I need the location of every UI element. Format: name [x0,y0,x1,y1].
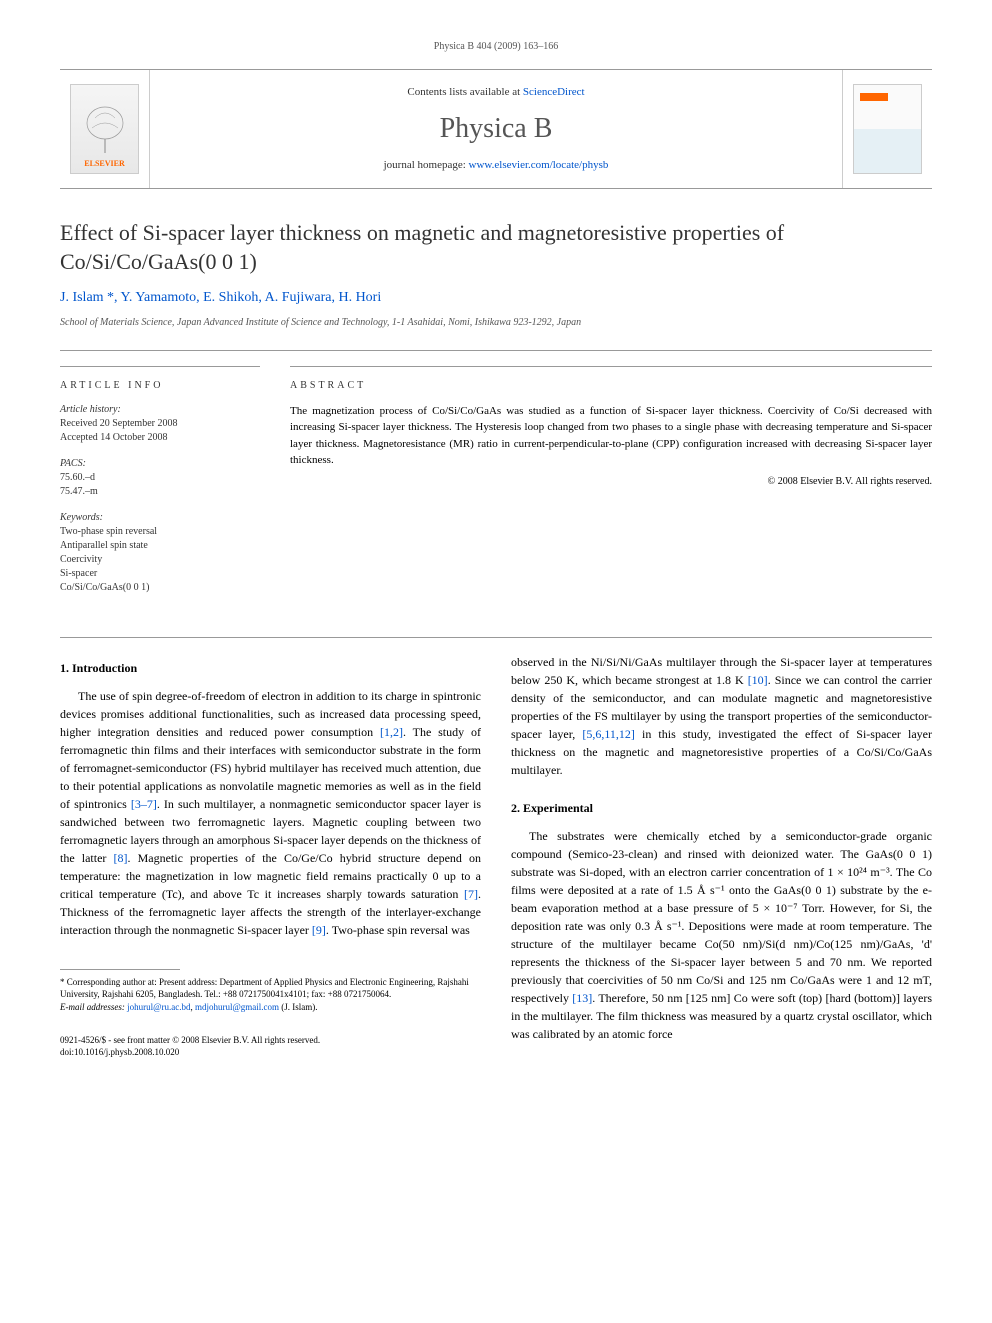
journal-name: Physica B [440,109,553,148]
email-footnote: E-mail addresses: johurul@ru.ac.bd, mdjo… [60,1001,481,1014]
keyword: Antiparallel spin state [60,539,260,553]
issn-line: 0921-4526/$ - see front matter © 2008 El… [60,1034,481,1047]
body-text: . Two-phase spin reversal was [326,923,470,937]
abstract-heading: ABSTRACT [290,379,932,393]
homepage-prefix: journal homepage: [384,159,469,171]
banner-center: Contents lists available at ScienceDirec… [150,70,842,188]
reference-link[interactable]: [7] [464,887,478,901]
author-list: J. Islam *, Y. Yamamoto, E. Shikoh, A. F… [60,288,932,308]
accepted-date: Accepted 14 October 2008 [60,431,260,445]
intro-paragraph: The use of spin degree-of-freedom of ele… [60,687,481,939]
keyword: Si-spacer [60,567,260,581]
keyword: Co/Si/Co/GaAs(0 0 1) [60,581,260,595]
email-link[interactable]: mdjohurul@gmail.com [195,1002,279,1012]
divider [60,637,932,638]
reference-link[interactable]: [8] [114,851,128,865]
contents-line: Contents lists available at ScienceDirec… [407,85,584,100]
email-link[interactable]: johurul@ru.ac.bd [127,1002,190,1012]
journal-cover-box [842,70,932,188]
footnote-separator [60,969,180,970]
sciencedirect-link[interactable]: ScienceDirect [523,86,585,98]
divider [60,350,932,351]
homepage-line: journal homepage: www.elsevier.com/locat… [384,158,609,173]
received-date: Received 20 September 2008 [60,417,260,431]
keywords-label: Keywords: [60,511,260,525]
email-author-name: (J. Islam). [279,1002,318,1012]
article-title: Effect of Si-spacer layer thickness on m… [60,219,932,276]
affiliation: School of Materials Science, Japan Advan… [60,316,932,330]
article-info-column: ARTICLE INFO Article history: Received 2… [60,366,260,607]
corresponding-author-footnote: * Corresponding author at: Present addre… [60,976,481,1001]
article-history-block: Article history: Received 20 September 2… [60,403,260,445]
elsevier-label: ELSEVIER [84,158,124,169]
reference-link[interactable]: [10] [748,673,768,687]
elsevier-tree-icon [80,103,130,158]
email-label: E-mail addresses: [60,1002,127,1012]
intro-paragraph-continued: observed in the Ni/Si/Ni/GaAs multilayer… [511,653,932,779]
experimental-paragraph: The substrates were chemically etched by… [511,827,932,1043]
contents-prefix: Contents lists available at [407,86,522,98]
section-heading-experimental: 2. Experimental [511,799,932,817]
info-abstract-row: ARTICLE INFO Article history: Received 2… [60,366,932,607]
pacs-code: 75.60.–d [60,471,260,485]
reference-link[interactable]: [3–7] [131,797,157,811]
reference-link[interactable]: [13] [572,991,592,1005]
abstract-text: The magnetization process of Co/Si/Co/Ga… [290,403,932,469]
reference-link[interactable]: [1,2] [380,725,403,739]
abstract-column: ABSTRACT The magnetization process of Co… [290,366,932,607]
pacs-block: PACS: 75.60.–d 75.47.–m [60,457,260,499]
keywords-block: Keywords: Two-phase spin reversal Antipa… [60,511,260,595]
journal-cover-thumbnail [853,84,922,174]
elsevier-logo-box: ELSEVIER [60,70,150,188]
pacs-label: PACS: [60,457,260,471]
history-label: Article history: [60,403,260,417]
article-info-heading: ARTICLE INFO [60,379,260,393]
running-head: Physica B 404 (2009) 163–166 [60,40,932,54]
elsevier-logo: ELSEVIER [70,84,139,174]
reference-link[interactable]: [9] [312,923,326,937]
section-heading-introduction: 1. Introduction [60,659,481,677]
keyword: Coercivity [60,553,260,567]
doi-line: doi:10.1016/j.physb.2008.10.020 [60,1046,481,1059]
reference-link[interactable]: [5,6,11,12] [582,727,635,741]
pacs-code: 75.47.–m [60,485,260,499]
body-text: The substrates were chemically etched by… [511,829,932,1005]
author-link[interactable]: J. Islam *, Y. Yamamoto, E. Shikoh, A. F… [60,290,381,305]
abstract-copyright: © 2008 Elsevier B.V. All rights reserved… [290,475,932,489]
keyword: Two-phase spin reversal [60,525,260,539]
journal-banner: ELSEVIER Contents lists available at Sci… [60,69,932,189]
homepage-link[interactable]: www.elsevier.com/locate/physb [469,159,609,171]
body-two-column: 1. Introduction The use of spin degree-o… [60,653,932,1059]
